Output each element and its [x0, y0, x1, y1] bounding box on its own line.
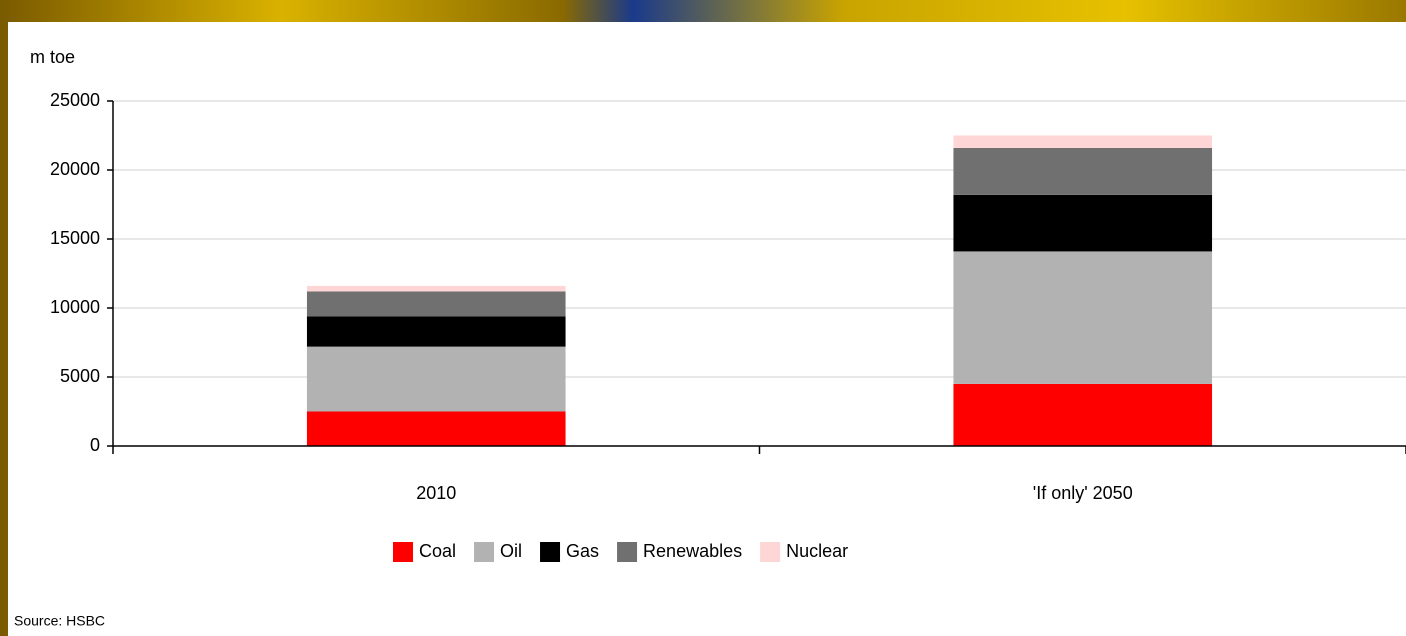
legend-swatch	[617, 542, 638, 562]
bar-segment	[953, 135, 1213, 148]
x-tick-label: 2010	[416, 483, 456, 503]
bar-segment	[306, 316, 566, 347]
legend-swatch	[393, 542, 413, 562]
legend-label: Coal	[419, 541, 456, 561]
y-tick-label: 10000	[50, 297, 100, 317]
y-tick-label: 5000	[60, 366, 100, 386]
x-tick-label: 'If only' 2050	[1033, 483, 1133, 503]
bar-segment	[306, 346, 566, 412]
bar-segment	[953, 251, 1213, 384]
bar-segment	[306, 411, 566, 446]
legend-label: Oil	[500, 541, 522, 561]
legend-label: Gas	[566, 541, 599, 561]
bar-segment	[953, 194, 1213, 252]
y-tick-label: 25000	[50, 90, 100, 110]
bar-segment	[953, 147, 1213, 195]
source-note: Source: HSBC	[14, 613, 105, 629]
y-axis-label: m toe	[30, 47, 75, 67]
legend-swatch	[474, 542, 495, 562]
bar-segment	[306, 291, 566, 317]
y-tick-label: 15000	[50, 228, 100, 248]
bar-segment	[306, 285, 566, 292]
legend-swatch	[540, 542, 561, 562]
legend-label: Nuclear	[786, 541, 848, 561]
bar-segment	[953, 383, 1213, 446]
y-tick-label: 0	[90, 435, 100, 455]
legend-swatch	[760, 542, 781, 562]
legend-label: Renewables	[643, 541, 742, 561]
y-tick-label: 20000	[50, 159, 100, 179]
